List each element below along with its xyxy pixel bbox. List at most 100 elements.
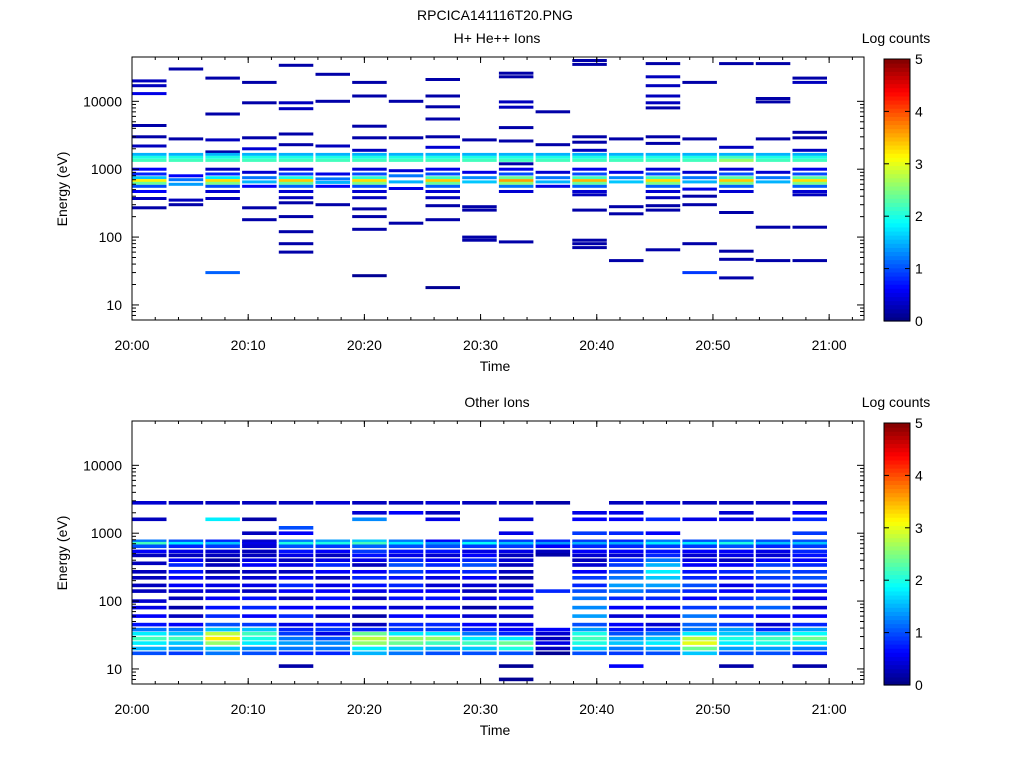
colorbar-segment <box>884 463 910 469</box>
heatmap-cell <box>792 636 827 641</box>
heatmap-cell <box>388 99 424 103</box>
heatmap-cell <box>609 541 644 546</box>
heatmap-cell <box>719 570 754 574</box>
heatmap-cell <box>425 570 460 574</box>
heatmap-cell <box>792 596 827 601</box>
x-tick-label: 20:20 <box>347 701 382 717</box>
heatmap-cell <box>352 570 387 574</box>
colorbar-segment <box>884 480 910 485</box>
colorbar-segment <box>884 447 910 453</box>
heatmap-cell <box>352 181 387 185</box>
colorbar-segment <box>884 95 910 101</box>
heatmap-cell <box>388 541 424 546</box>
y-tick-label: 10 <box>106 661 122 677</box>
heatmap-cell <box>425 135 460 139</box>
heatmap-cell <box>315 627 350 632</box>
heatmap-cell <box>609 152 644 156</box>
heatmap-cell <box>278 614 314 618</box>
colorbar-segment <box>884 222 910 228</box>
colorbar-segment <box>884 226 910 232</box>
heatmap-cell <box>205 596 240 601</box>
x-tick-label: 20:10 <box>231 701 266 717</box>
heatmap-cell <box>719 179 754 183</box>
heatmap-cell <box>719 539 754 544</box>
colorbar-segment <box>884 251 910 257</box>
heatmap-cell <box>205 184 240 188</box>
heatmap-cell <box>645 631 681 636</box>
heatmap-cell <box>242 651 277 656</box>
heatmap-cell <box>242 622 277 627</box>
heatmap-cell <box>425 218 460 222</box>
heatmap-cell <box>278 576 314 580</box>
colorbar-segment <box>884 623 910 629</box>
colorbar-segment <box>884 680 910 686</box>
heatmap-cell <box>498 544 534 549</box>
colorbar-tick-label: 0 <box>915 677 923 693</box>
heatmap-cell <box>498 517 534 522</box>
heatmap-cell <box>425 583 460 588</box>
heatmap-cell <box>498 651 534 656</box>
heatmap-cell <box>535 541 571 546</box>
plot-frame <box>131 56 865 321</box>
heatmap-cell <box>388 558 424 562</box>
colorbar-segment <box>884 586 910 592</box>
heatmap-cell <box>645 158 681 162</box>
heatmap-cell <box>645 544 681 549</box>
colorbar-segment <box>884 443 910 449</box>
heatmap-cell <box>572 208 607 212</box>
heatmap-cell <box>205 627 240 632</box>
heatmap-cell <box>278 179 314 183</box>
heatmap-cell <box>278 539 314 544</box>
colorbar-segment <box>884 149 910 154</box>
heatmap-cell <box>755 501 791 505</box>
heatmap-cell <box>682 539 717 544</box>
heatmap-cell <box>755 100 791 104</box>
heatmap-cell <box>755 155 791 159</box>
heatmap-cell <box>278 101 314 105</box>
heatmap-cell <box>645 176 681 180</box>
heatmap-cell <box>498 646 534 651</box>
heatmap-cell <box>315 570 350 574</box>
heatmap-cell <box>609 553 644 558</box>
heatmap-cell <box>682 203 717 207</box>
heatmap-cell <box>535 110 571 114</box>
colorbar-segment <box>884 292 910 298</box>
heatmap-cell <box>242 147 277 151</box>
heatmap-cell <box>719 158 754 162</box>
heatmap-cell <box>645 641 681 645</box>
colorbar-segment <box>884 304 910 310</box>
heatmap-cell <box>645 204 681 208</box>
heatmap-cell <box>462 596 497 601</box>
heatmap-cell <box>425 605 460 610</box>
colorbar-tick-label: 4 <box>915 103 923 119</box>
heatmap-cell <box>352 549 387 554</box>
heatmap-cell <box>242 80 277 84</box>
heatmap-cell <box>645 248 681 252</box>
colorbar-tick-label: 0 <box>915 313 923 329</box>
heatmap-cell <box>132 92 167 96</box>
heatmap-cell <box>462 589 497 593</box>
heatmap-cell <box>168 544 204 549</box>
heatmap-cells <box>132 59 827 290</box>
colorbar-segment <box>884 660 910 666</box>
heatmap-cell <box>425 549 460 554</box>
heatmap-cell <box>168 636 204 641</box>
colorbar-segment <box>884 423 910 428</box>
heatmap-cell <box>388 570 424 574</box>
heatmap-cell <box>682 596 717 601</box>
heatmap-cell <box>609 570 644 574</box>
heatmap-cell <box>425 105 460 109</box>
heatmap-cell <box>645 570 681 574</box>
heatmap-cell <box>278 605 314 610</box>
heatmap-cell <box>388 152 424 156</box>
heatmap-cell <box>132 553 167 558</box>
x-tick-label: 20:00 <box>114 337 149 353</box>
heatmap-cell <box>242 589 277 593</box>
heatmap-cell <box>792 614 827 618</box>
heatmap-cell <box>462 176 497 180</box>
heatmap-cell <box>168 541 204 546</box>
colorbar-segment <box>884 161 910 167</box>
heatmap-cell <box>498 75 534 79</box>
heatmap-cell <box>572 627 607 632</box>
